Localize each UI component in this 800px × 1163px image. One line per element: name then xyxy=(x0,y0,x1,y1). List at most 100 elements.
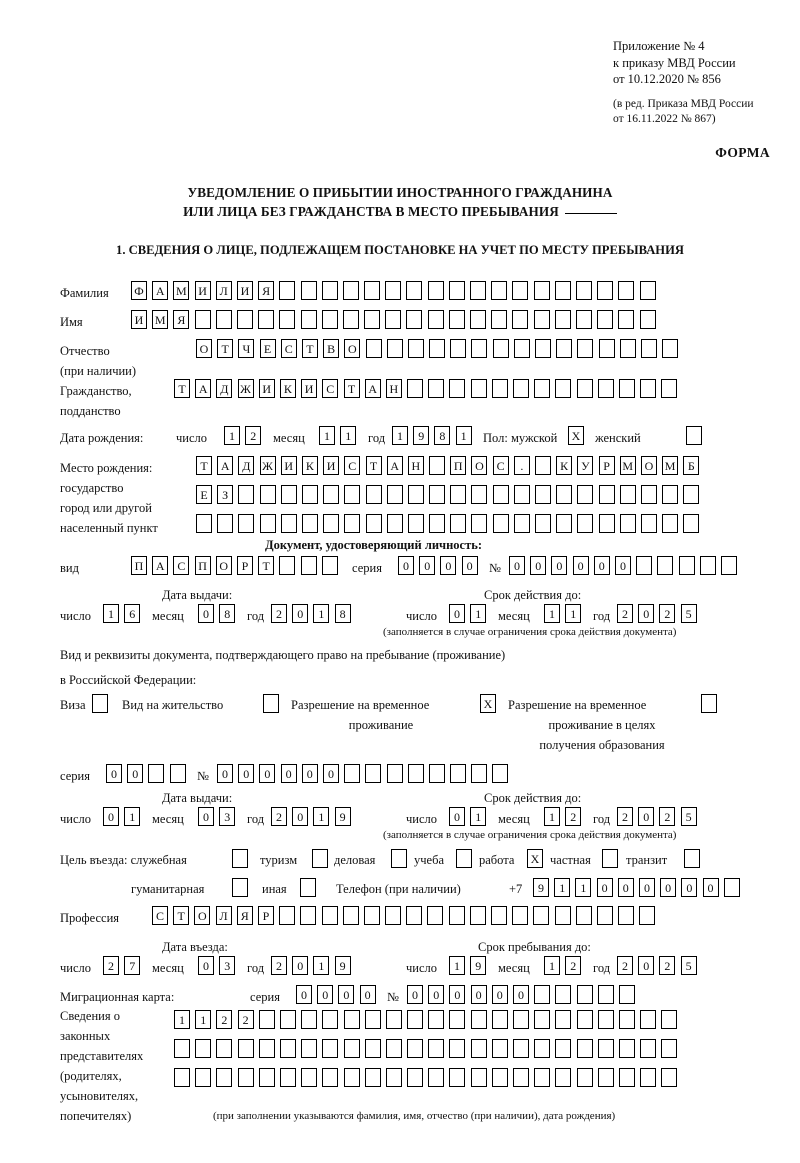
form-cell[interactable]: 1 xyxy=(449,956,465,975)
form-cell[interactable] xyxy=(385,1010,402,1029)
form-cell[interactable] xyxy=(391,849,407,868)
form-cell[interactable] xyxy=(312,849,328,868)
form-cell[interactable]: 0 xyxy=(238,764,255,783)
form-cell[interactable]: П xyxy=(194,556,211,575)
form-cell[interactable]: X xyxy=(527,849,543,868)
form-cell[interactable] xyxy=(174,1068,190,1087)
form-cell[interactable]: 8 xyxy=(219,604,236,623)
form-cell[interactable] xyxy=(301,1068,318,1087)
legal-rep-row-2-cells[interactable] xyxy=(174,1039,678,1058)
form-cell[interactable]: С xyxy=(152,906,168,925)
form-cell[interactable]: 1 xyxy=(195,1010,212,1029)
form-cell[interactable]: Е xyxy=(196,485,212,504)
form-cell[interactable] xyxy=(237,1039,254,1058)
form-cell[interactable] xyxy=(450,514,467,533)
form-cell[interactable]: 1 xyxy=(544,604,560,623)
form-cell[interactable]: С xyxy=(280,339,297,358)
form-cell[interactable] xyxy=(618,906,635,925)
form-cell[interactable]: 0 xyxy=(338,985,355,1004)
form-cell[interactable] xyxy=(554,281,571,300)
sex-male-checkbox[interactable]: X xyxy=(568,426,584,445)
form-cell[interactable]: 0 xyxy=(638,604,655,623)
form-cell[interactable] xyxy=(576,985,593,1004)
form-cell[interactable] xyxy=(279,556,296,575)
form-cell[interactable] xyxy=(236,310,253,329)
form-cell[interactable] xyxy=(406,281,423,300)
form-cell[interactable] xyxy=(428,764,445,783)
purpose-work-checkbox[interactable]: X xyxy=(527,849,543,868)
form-cell[interactable]: 0 xyxy=(322,764,339,783)
form-cell[interactable]: 0 xyxy=(398,556,414,575)
form-cell[interactable] xyxy=(639,281,656,300)
form-cell[interactable] xyxy=(678,556,695,575)
form-cell[interactable]: 0 xyxy=(617,878,634,897)
form-cell[interactable]: 0 xyxy=(509,556,525,575)
form-cell[interactable]: 1 xyxy=(313,807,330,826)
form-cell[interactable] xyxy=(618,1068,635,1087)
purpose-official-checkbox[interactable] xyxy=(232,849,248,868)
form-cell[interactable] xyxy=(301,1039,318,1058)
form-cell[interactable] xyxy=(301,485,318,504)
form-cell[interactable] xyxy=(639,906,656,925)
form-cell[interactable]: 0 xyxy=(512,985,529,1004)
form-cell[interactable] xyxy=(556,339,573,358)
form-cell[interactable]: 2 xyxy=(237,1010,254,1029)
form-cell[interactable] xyxy=(195,1068,212,1087)
form-cell[interactable] xyxy=(492,485,509,504)
form-cell[interactable]: 2 xyxy=(271,604,287,623)
form-cell[interactable] xyxy=(300,906,317,925)
form-cell[interactable] xyxy=(407,379,424,398)
form-cell[interactable]: 1 xyxy=(313,956,330,975)
form-cell[interactable] xyxy=(263,694,279,713)
form-cell[interactable]: 0 xyxy=(702,878,719,897)
form-cell[interactable]: 3 xyxy=(219,807,236,826)
form-cell[interactable] xyxy=(618,1010,635,1029)
form-cell[interactable] xyxy=(194,310,211,329)
form-cell[interactable]: Р xyxy=(598,456,615,475)
form-cell[interactable]: 9 xyxy=(334,807,351,826)
form-cell[interactable]: М xyxy=(152,310,169,329)
form-cell[interactable] xyxy=(406,906,423,925)
form-cell[interactable] xyxy=(471,514,488,533)
form-cell[interactable]: О xyxy=(194,906,211,925)
form-cell[interactable] xyxy=(216,1068,233,1087)
form-cell[interactable] xyxy=(556,485,573,504)
form-cell[interactable]: 0 xyxy=(428,985,445,1004)
form-cell[interactable]: Т xyxy=(343,379,360,398)
form-cell[interactable]: 0 xyxy=(593,556,610,575)
form-cell[interactable] xyxy=(407,764,424,783)
form-cell[interactable] xyxy=(386,485,403,504)
form-cell[interactable] xyxy=(365,485,382,504)
form-cell[interactable]: 0 xyxy=(461,556,478,575)
form-cell[interactable] xyxy=(684,849,700,868)
form-cell[interactable] xyxy=(300,878,316,897)
form-cell[interactable] xyxy=(385,1068,402,1087)
form-cell[interactable] xyxy=(386,339,403,358)
form-cell[interactable] xyxy=(259,485,276,504)
form-cell[interactable] xyxy=(300,281,317,300)
form-cell[interactable] xyxy=(406,310,423,329)
form-cell[interactable]: 0 xyxy=(449,985,466,1004)
form-cell[interactable]: 0 xyxy=(301,764,318,783)
form-cell[interactable]: 2 xyxy=(103,956,119,975)
form-cell[interactable]: 0 xyxy=(614,556,631,575)
form-cell[interactable] xyxy=(535,485,551,504)
form-cell[interactable]: 0 xyxy=(440,556,457,575)
form-cell[interactable]: М xyxy=(173,281,190,300)
form-cell[interactable] xyxy=(343,1068,360,1087)
form-cell[interactable] xyxy=(491,379,508,398)
form-cell[interactable] xyxy=(280,514,297,533)
form-cell[interactable] xyxy=(657,556,674,575)
form-cell[interactable] xyxy=(386,764,403,783)
form-cell[interactable] xyxy=(343,1010,360,1029)
